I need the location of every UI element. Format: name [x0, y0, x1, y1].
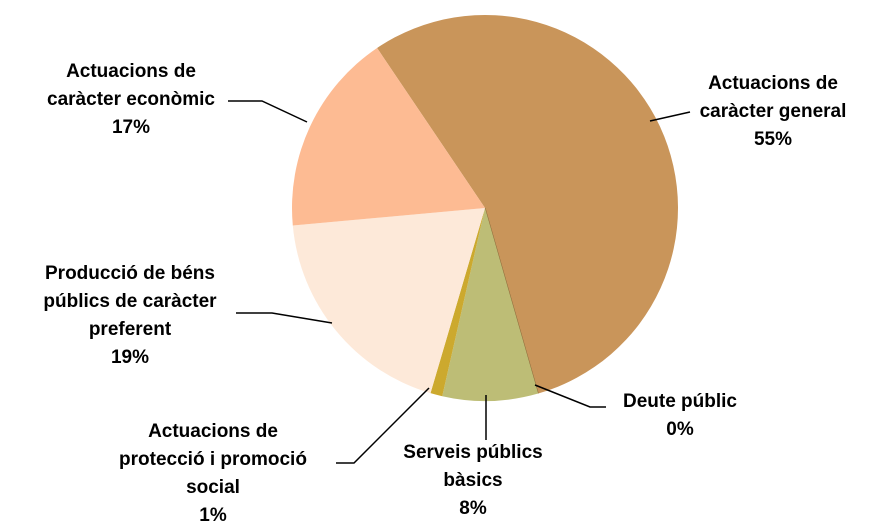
- slice-label: Actuacions de caràcter econòmic 17%: [30, 58, 232, 142]
- category-label: Producció de béns públics de caràcter pr…: [43, 263, 217, 340]
- leader-line: [336, 387, 430, 464]
- leader-line: [236, 312, 333, 324]
- pie-slice: [292, 47, 485, 226]
- category-label: Actuacions de protecció i promoció socia…: [119, 421, 307, 498]
- category-label: Actuacions de caràcter general: [699, 73, 847, 122]
- value-label: 55%: [753, 129, 793, 150]
- slice-label: Actuacions de protecció i promoció socia…: [106, 418, 320, 522]
- category-label: Deute públic: [622, 391, 737, 412]
- pie-slice: [292, 208, 485, 394]
- category-label: Actuacions de caràcter econòmic: [47, 61, 215, 110]
- value-label: 1%: [199, 505, 227, 522]
- leader-line: [534, 384, 606, 408]
- pie-slice: [484, 207, 539, 394]
- slice-label: Deute públic 0%: [605, 388, 755, 444]
- category-label: Serveis públics bàsics: [403, 442, 543, 491]
- value-label: 17%: [111, 117, 151, 138]
- pie-slice: [430, 208, 485, 397]
- leader-line: [228, 100, 308, 123]
- slice-label: Serveis públics bàsics 8%: [382, 439, 564, 522]
- slice-label: Producció de béns públics de caràcter pr…: [12, 260, 248, 372]
- slice-label: Actuacions de caràcter general 55%: [678, 70, 868, 154]
- value-label: 19%: [110, 347, 150, 368]
- pie-slice: [377, 15, 678, 394]
- value-label: 0%: [666, 419, 694, 440]
- value-label: 8%: [459, 498, 487, 519]
- leader-line: [649, 111, 691, 122]
- pie-slice: [442, 208, 539, 401]
